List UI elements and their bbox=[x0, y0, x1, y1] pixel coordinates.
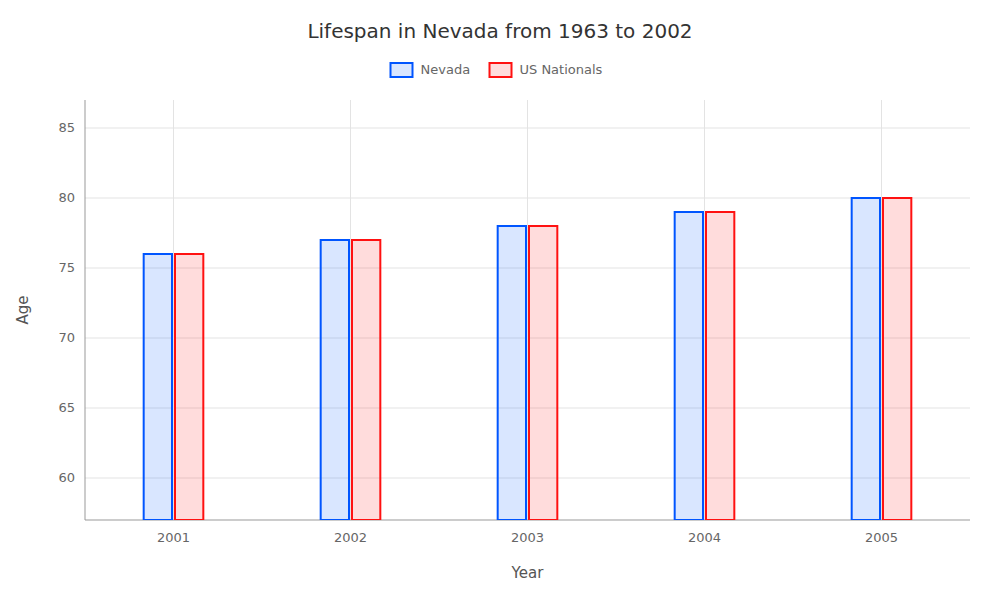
axes: 60 65 70 75 80 85 2001 2002 2003 2004 2005 bbox=[58, 100, 970, 545]
x-grid-line bbox=[173, 100, 174, 520]
x-grid-line bbox=[527, 100, 528, 520]
legend-label: Nevada bbox=[421, 62, 471, 77]
bar bbox=[175, 254, 203, 520]
y-tick-label: 85 bbox=[58, 120, 75, 135]
bar bbox=[321, 240, 349, 520]
y-tick-label: 75 bbox=[58, 260, 75, 275]
x-axis-line bbox=[85, 520, 970, 521]
bars bbox=[144, 198, 912, 520]
y-axis-label: Age bbox=[14, 295, 32, 324]
x-grid-line bbox=[350, 100, 351, 520]
bar bbox=[498, 226, 526, 520]
x-grid-line bbox=[881, 100, 882, 520]
chart-svg: Lifespan in Nevada from 1963 to 2002 60 65… bbox=[0, 0, 1000, 600]
legend: Nevada US Nationals bbox=[391, 62, 603, 78]
chart-container: Lifespan in Nevada from 1963 to 2002 60 65… bbox=[0, 0, 1000, 600]
bar bbox=[852, 198, 880, 520]
bar bbox=[675, 212, 703, 520]
y-tick-label: 60 bbox=[58, 470, 75, 485]
legend-swatch bbox=[490, 63, 512, 77]
y-axis-line bbox=[85, 100, 86, 520]
x-tick-label: 2004 bbox=[688, 530, 721, 545]
x-tick-label: 2005 bbox=[865, 530, 898, 545]
x-grid-line bbox=[704, 100, 705, 520]
y-tick-label: 70 bbox=[58, 330, 75, 345]
bar bbox=[529, 226, 557, 520]
x-tick-label: 2002 bbox=[334, 530, 367, 545]
bar bbox=[883, 198, 911, 520]
x-axis-label: Year bbox=[511, 564, 545, 582]
chart-title: Lifespan in Nevada from 1963 to 2002 bbox=[307, 19, 692, 43]
grid bbox=[85, 100, 970, 520]
x-tick-label: 2003 bbox=[511, 530, 544, 545]
x-tick-label: 2001 bbox=[157, 530, 190, 545]
legend-swatch bbox=[391, 63, 413, 77]
bar bbox=[352, 240, 380, 520]
y-tick-label: 65 bbox=[58, 400, 75, 415]
bar bbox=[144, 254, 172, 520]
y-tick-label: 80 bbox=[58, 190, 75, 205]
bar bbox=[706, 212, 734, 520]
legend-label: US Nationals bbox=[520, 62, 603, 77]
